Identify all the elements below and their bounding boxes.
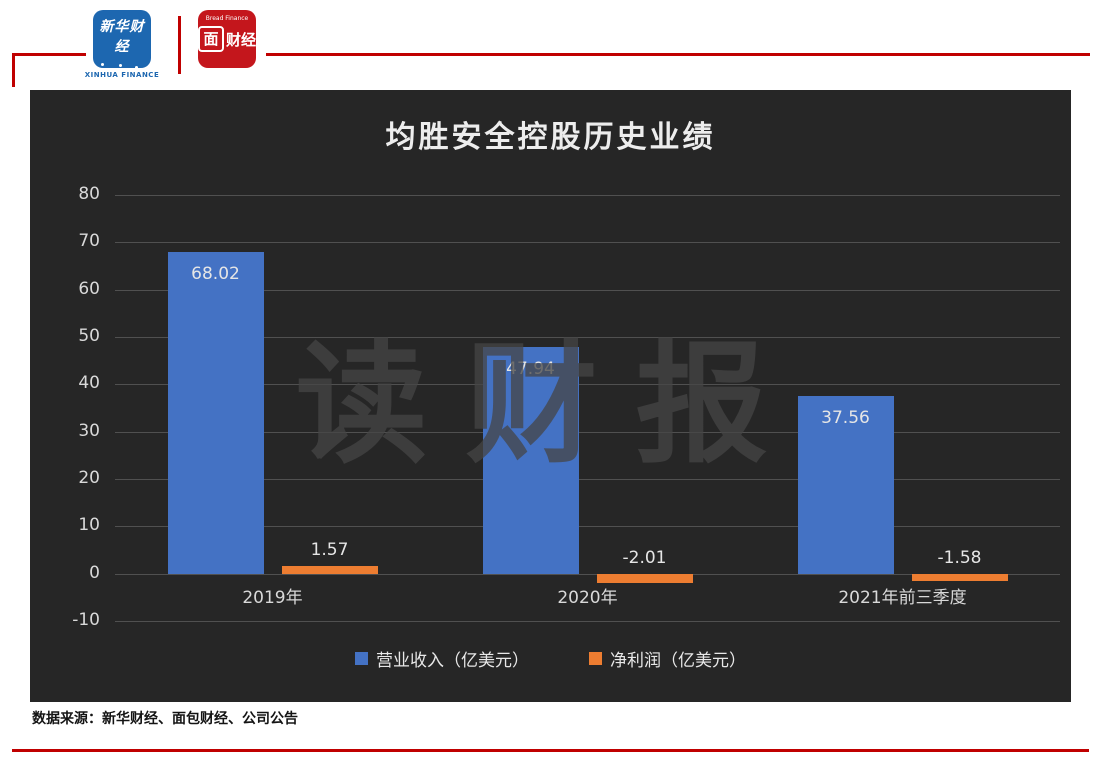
bar-营业收入（亿美元）-2019年 (167, 251, 264, 574)
y-gridline (115, 479, 1060, 480)
y-axis-tick-label: 80 (78, 184, 100, 204)
xinhua-logo-caption: XINHUA FINANCE (84, 71, 160, 79)
bread-logo-box-char: 面 (198, 26, 224, 52)
source-note: 数据来源：新华财经、面包财经、公司公告 (32, 711, 298, 727)
y-axis-tick-label: -10 (72, 610, 100, 630)
legend-label: 净利润（亿美元） (610, 651, 746, 671)
bread-finance-logo: Bread Finance 面 财经 (198, 10, 256, 68)
y-axis-tick-label: 70 (78, 231, 100, 252)
bar-value-label: 37.56 (821, 407, 870, 428)
y-gridline (115, 384, 1060, 386)
bread-logo-text: 财经 (226, 30, 257, 49)
bread-logo-caption: Bread Finance (205, 15, 249, 22)
bar-value-label: 47.94 (506, 358, 555, 379)
top-border-line-left (12, 53, 86, 56)
chart-legend: 营业收入（亿美元） 净利润（亿美元） (30, 646, 1071, 671)
bar-value-label: 68.02 (191, 263, 240, 284)
constellation-dots-icon (93, 60, 151, 86)
x-axis-category-label: 2020年 (557, 587, 618, 608)
chart-plot: 80 70 60 50 40 30 20 10 0 -10 68.02 1.57 2019年 47.94 -… (30, 90, 1071, 702)
left-border-line (12, 53, 15, 87)
bar-营业收入（亿美元）-2021年前三季度 (797, 395, 894, 574)
legend-label: 营业收入（亿美元） (376, 651, 529, 671)
y-axis-tick-label: 10 (78, 515, 100, 536)
x-axis-category-label: 2019年 (242, 587, 303, 608)
logo-divider (178, 16, 181, 74)
bar-value-label: -2.01 (622, 547, 667, 568)
y-gridline (115, 431, 1060, 433)
y-gridline (115, 289, 1060, 291)
bar-value-label: -1.58 (937, 547, 982, 568)
chart-container: 均胜安全控股历史业绩 80 70 60 50 40 30 20 10 0 -10 68.02 1.57… (30, 90, 1071, 702)
x-axis-category-label: 2021年前三季度 (838, 587, 967, 608)
y-gridline (115, 242, 1060, 244)
y-axis-tick-label: 40 (78, 373, 100, 394)
bottom-border-line (12, 749, 1089, 752)
bar-净利润（亿美元）-2019年 (281, 566, 378, 574)
y-gridline (115, 337, 1060, 338)
y-axis-tick-label: 50 (78, 326, 100, 346)
y-gridline (115, 195, 1060, 196)
bar-净利润（亿美元）-2021年前三季度 (911, 573, 1008, 582)
y-gridline (115, 621, 1060, 622)
top-border-line-right (266, 53, 1090, 56)
y-axis-tick-label: 30 (78, 420, 100, 441)
legend-item: 营业收入（亿美元） (355, 646, 529, 671)
xinhua-logo-text: 新华财经 (99, 19, 145, 55)
legend-item: 净利润（亿美元） (589, 646, 746, 671)
bar-营业收入（亿美元）-2020年 (482, 346, 579, 574)
bread-logo-row: 面 财经 (198, 26, 256, 52)
y-gridline (115, 526, 1060, 528)
y-axis-tick-label: 60 (78, 278, 100, 299)
xinhua-finance-logo: 新华财经 XINHUA FINANCE (85, 10, 159, 79)
bar-value-label: 1.57 (310, 540, 349, 561)
bar-净利润（亿美元）-2020年 (596, 573, 693, 584)
y-axis-tick-label: 0 (89, 562, 100, 583)
y-axis-tick-label: 20 (78, 468, 100, 488)
legend-swatch (355, 652, 368, 665)
legend-swatch (589, 652, 602, 665)
y-gridline (115, 573, 1060, 575)
chart-title: 均胜安全控股历史业绩 (385, 120, 716, 155)
